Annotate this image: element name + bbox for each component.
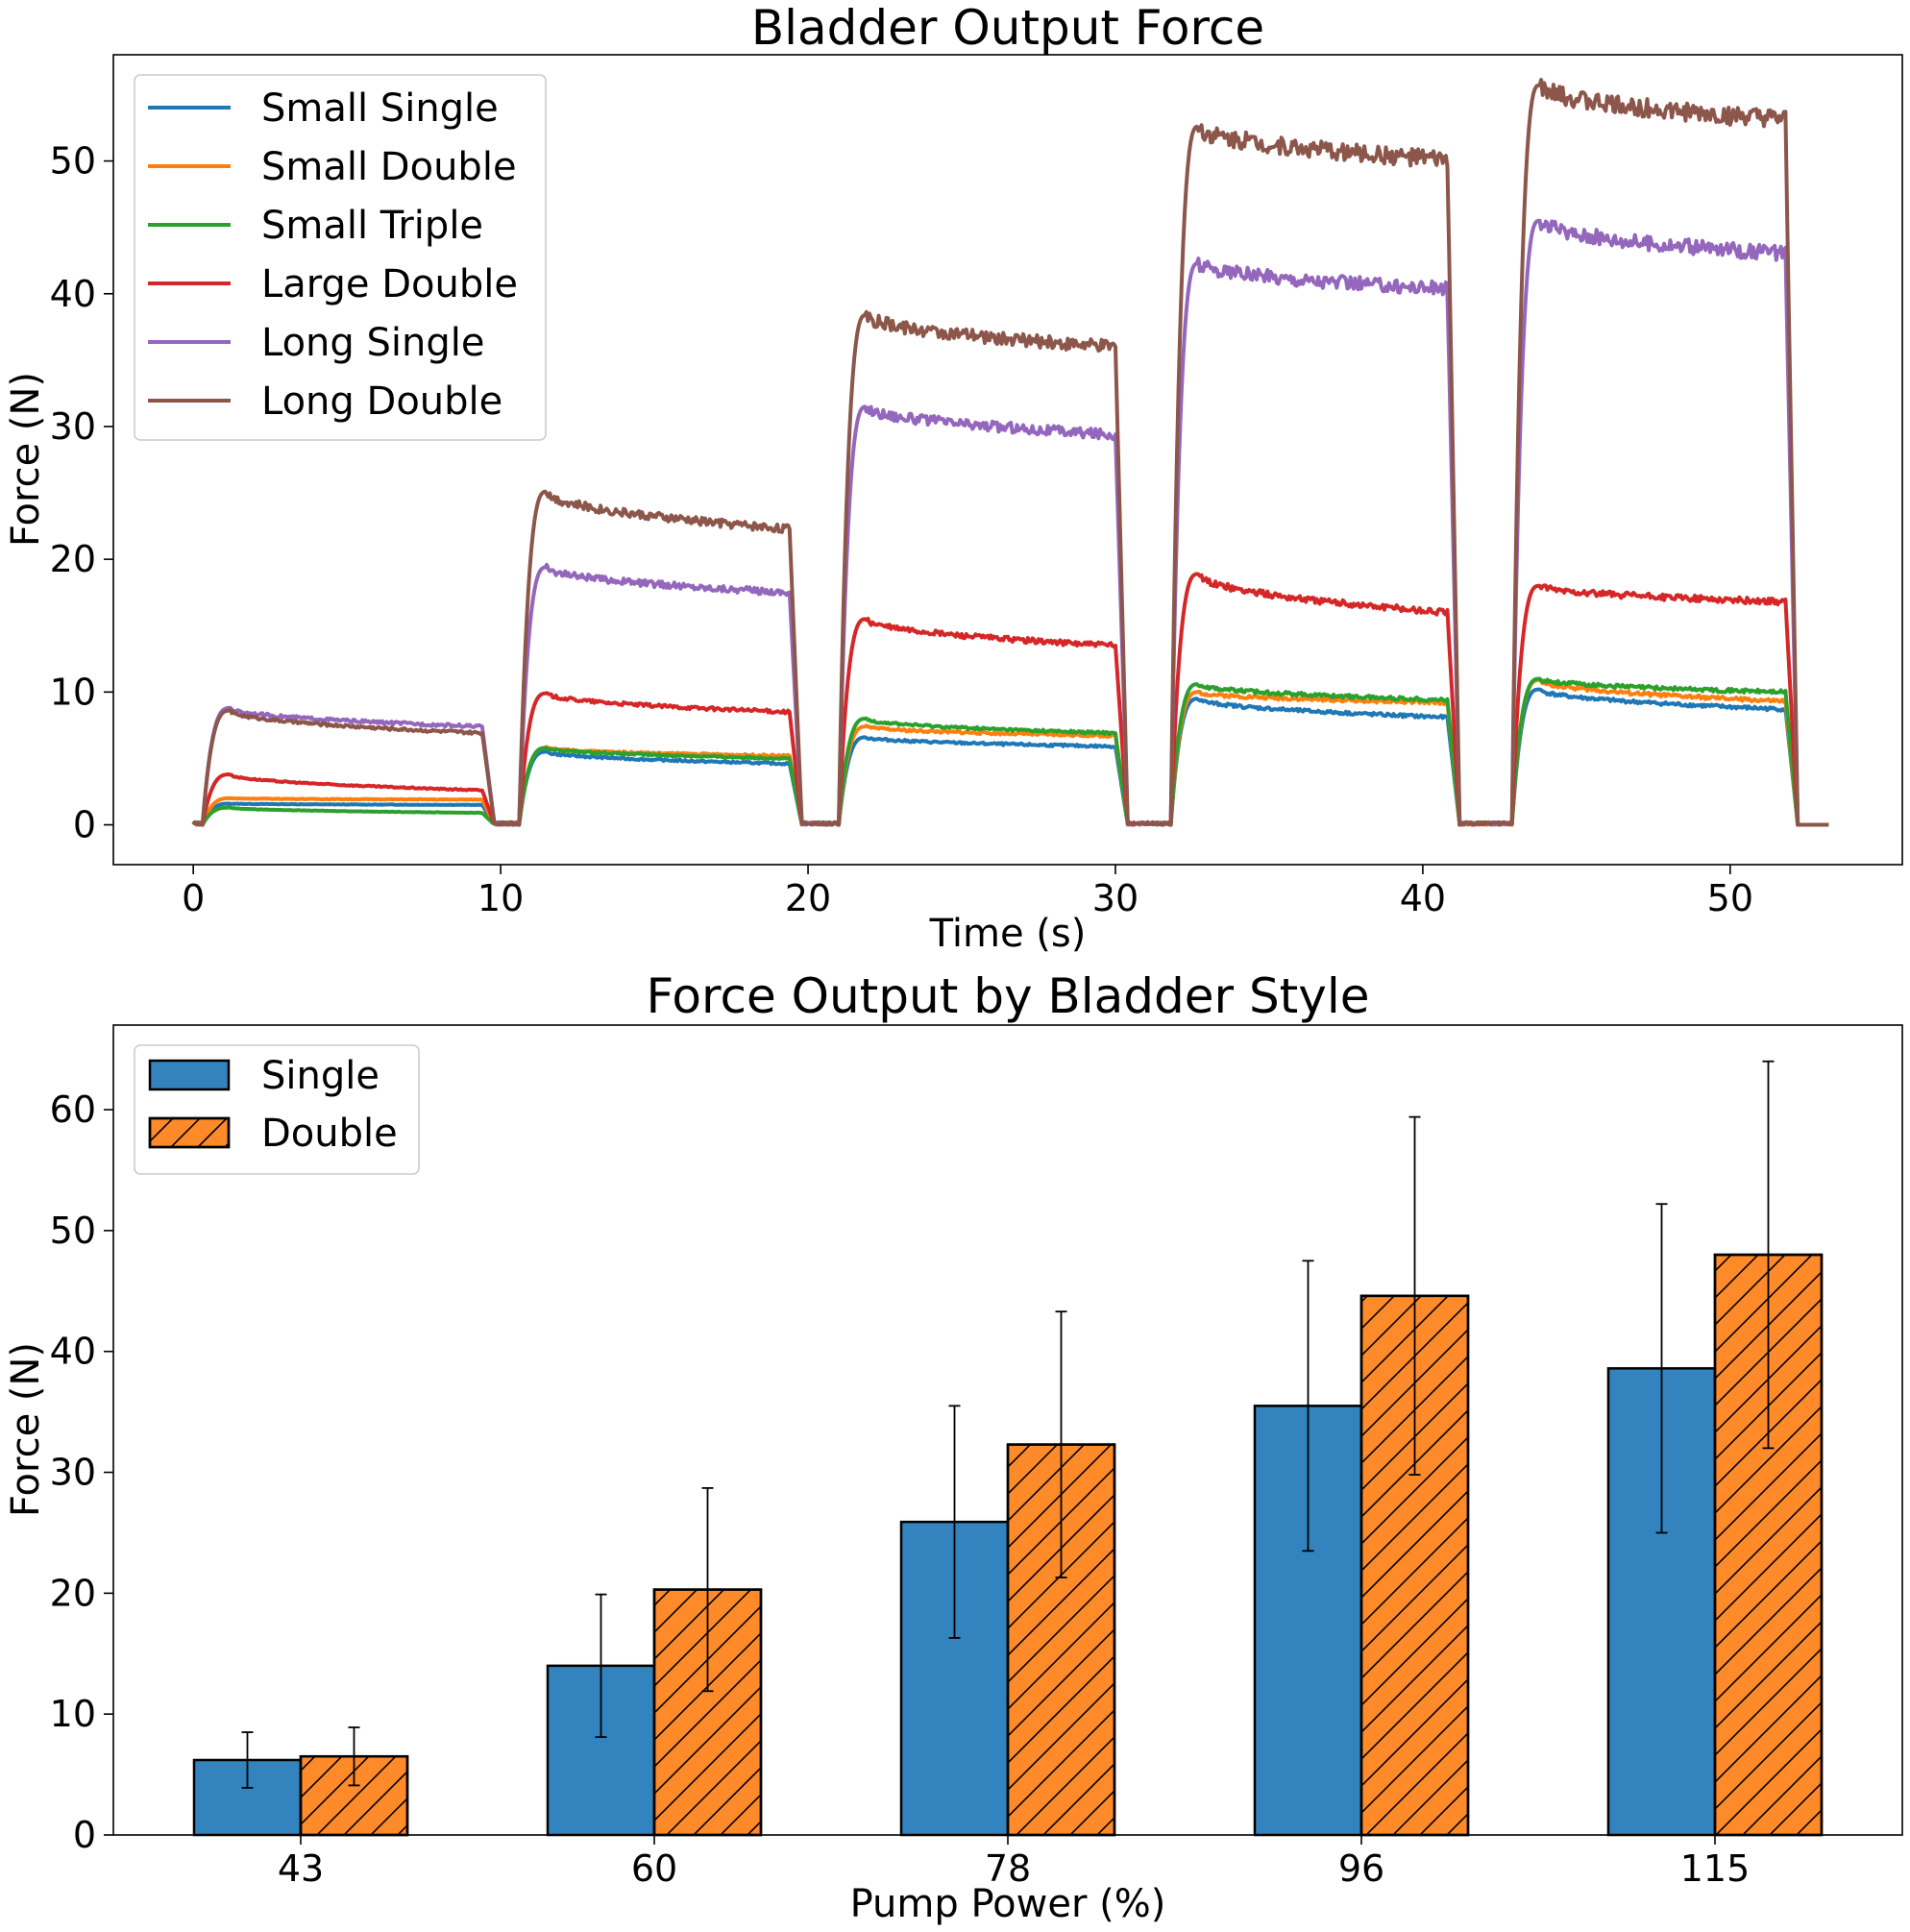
legend-label: Single [261,1054,380,1098]
legend-label: Long Single [261,321,484,365]
chart2-y-axis-label: Force (N) [4,1342,48,1517]
chart1-x-ticks: 0 10 20 30 40 50 [182,865,1753,919]
series-line [191,218,1829,827]
chart1-y-tick-label: 20 [50,538,96,580]
chart2-x-axis-label: Pump Power (%) [850,1882,1166,1926]
chart2-y-tick-label: 60 [50,1088,96,1131]
chart1-y-tick-label: 30 [50,405,96,448]
chart2-x-tick-label: 78 [985,1847,1031,1890]
legend-label: Large Double [261,262,518,306]
chart1-y-tick-label: 0 [73,804,96,846]
chart1-x-axis-label: Time (s) [929,912,1087,956]
chart2-y-tick-label: 30 [50,1452,96,1494]
chart2-bars [192,1253,1824,1837]
chart1-legend-frame [134,74,547,441]
chart2-x-tick-label: 115 [1680,1847,1751,1890]
chart2-x-tick-label: 60 [631,1847,677,1890]
chart2-y-tick-label: 50 [50,1210,96,1252]
chart2-y-ticks: 0 10 20 30 40 50 60 [50,1088,113,1856]
chart2-y-tick-label: 20 [50,1572,96,1614]
bar-chart: Force Output by Bladder Style 43 60 78 96 11… [4,968,1903,1926]
chart1-series-lines [191,78,1829,827]
chart2-title: Force Output by Bladder Style [646,968,1369,1024]
chart2-legend: Single Double [134,1044,420,1175]
legend-label: Small Double [261,145,517,189]
chart1-title: Bladder Output Force [751,0,1264,56]
chart1-y-tick-label: 10 [50,671,96,713]
chart1-y-tick-label: 50 [50,140,96,183]
chart2-y-tick-label: 10 [50,1693,96,1735]
chart2-y-tick-label: 0 [73,1814,96,1856]
legend-swatch [148,1059,231,1091]
chart1-x-tick-label: 10 [478,877,524,919]
series-line [191,572,1829,827]
legend-swatch-hatch [148,1116,231,1149]
chart1-y-ticks: 0 10 20 30 40 50 [50,140,113,846]
chart1-x-tick-label: 30 [1092,877,1139,919]
chart1-x-tick-label: 40 [1400,877,1446,919]
chart2-x-tick-label: 43 [278,1847,324,1890]
legend-label: Small Triple [261,204,483,248]
legend-label: Small Single [261,86,499,131]
chart1-x-tick-label: 0 [182,877,205,919]
series-line [192,676,1829,827]
chart2-y-tick-label: 40 [50,1331,96,1373]
chart1-y-tick-label: 40 [50,273,96,315]
series-line [191,78,1829,827]
line-chart: Bladder Output Force 0 10 20 30 40 50 0 10 20 30… [4,0,1903,956]
chart2-error-bars [241,1060,1775,1789]
chart1-x-tick-label: 20 [785,877,831,919]
chart2-x-ticks: 43 60 78 96 115 [278,1835,1750,1890]
legend-label: Long Double [261,379,502,424]
series-line [192,687,1829,827]
chart2-x-tick-label: 96 [1338,1847,1384,1890]
chart1-legend: Small Single Small Double Small Triple Larg… [134,74,547,441]
legend-label: Double [261,1112,398,1156]
chart1-y-axis-label: Force (N) [4,372,48,547]
chart1-x-tick-label: 50 [1707,877,1753,919]
chart1-plot-frame [112,54,1903,866]
